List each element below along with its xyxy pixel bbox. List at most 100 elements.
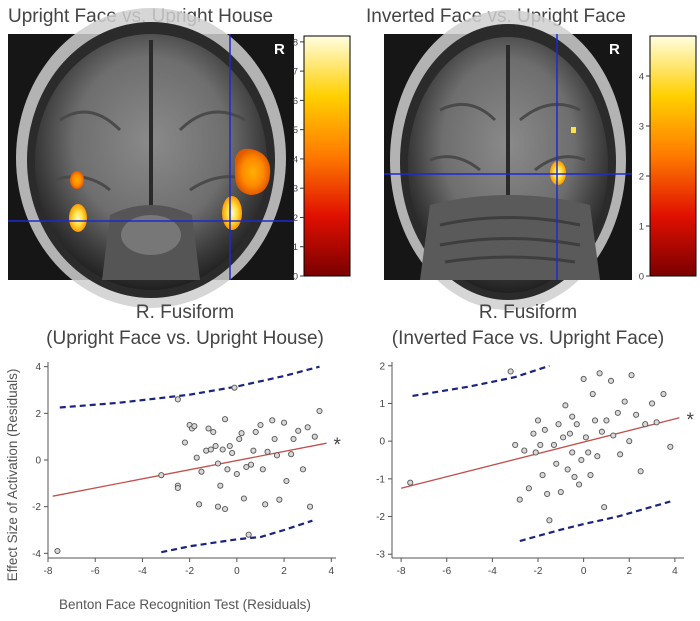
y-tick-label: 2 [35,409,41,420]
colorbar-inverted: 0 1 2 3 4 [639,35,697,283]
right-hemisphere-label-2: R [609,41,620,58]
data-point [233,470,240,478]
data-point [573,421,580,428]
data-point [607,377,615,384]
scatter1-ylabel: Effect Size of Activation (Residuals) [5,369,20,582]
colorbar1-tick-label: 6 [293,96,298,107]
ci-upper-line [412,364,550,397]
data-point [247,461,255,468]
x-tick-label: 0 [581,566,587,577]
data-point [212,442,219,450]
scatter-inverted-vs-upright-face: R. Fusiform (Inverted Face vs. Upright F… [376,302,694,577]
data-point [576,481,583,488]
colorbar2-tick-label: 3 [639,122,644,133]
right-hemisphere-label: R [274,41,285,58]
x-tick-label: -2 [185,566,194,577]
data-point [245,531,252,538]
colorbar1-tick-label: 0 [293,272,298,283]
data-point [626,438,633,445]
scatter2-title-line2: (Inverted Face vs. Upright Face) [392,328,664,349]
x-tick-label: -4 [138,566,147,577]
x-tick-label: -4 [488,566,497,577]
colorbar1-tick-label: 1 [293,242,298,253]
scatter-upright-face-vs-house: R. Fusiform (Upright Face vs. Upright Ho… [5,302,342,612]
y-tick-label: -2 [376,512,385,523]
data-point [585,449,592,456]
data-point [569,413,576,420]
colorbar2-tick-label: 4 [639,72,644,83]
data-point [532,449,539,456]
data-point [198,468,205,475]
regression-line [400,417,680,489]
data-point [243,463,250,471]
data-point [578,456,585,464]
data-point [54,547,61,555]
data-point [252,428,259,436]
data-point [571,473,578,481]
data-point [299,466,307,473]
data-point [271,435,278,443]
y-tick-label: -3 [376,550,385,561]
data-point [587,472,594,479]
data-point [238,430,245,437]
ci-upper-line [59,365,320,409]
y-tick-label: 4 [35,362,41,373]
significance-marker: * [686,410,694,431]
data-point [653,419,660,426]
data-point [557,488,564,496]
data-point [269,417,276,424]
data-point [217,482,224,489]
data-point [621,398,628,405]
data-point [553,460,560,467]
data-point [541,426,548,433]
y-tick-label: 1 [379,399,385,410]
data-point [250,447,257,454]
data-point [316,407,323,415]
data-point [231,384,238,391]
data-point [240,495,247,502]
data-point [191,423,198,430]
colorbar2-tick-label: 0 [639,272,644,283]
data-point [306,503,314,510]
data-point [229,449,236,457]
colorbar2-tick-label: 1 [639,222,644,233]
data-point [236,435,243,443]
ci-lower-line [161,519,313,554]
x-tick-label: 2 [281,566,287,577]
data-point [537,441,544,448]
data-point [512,441,519,448]
data-point [295,427,302,434]
data-point [288,451,295,458]
data-point [224,466,231,473]
data-point [569,449,576,456]
y-tick-label: 0 [35,456,41,467]
data-point [226,442,233,450]
data-point [667,443,674,450]
ci-lower-line [519,500,671,543]
data-point [521,447,528,454]
colorbar1-tick-label: 5 [293,125,298,136]
data-point [507,368,514,375]
y-tick-label: -4 [32,549,41,560]
scatter1-title-line2: (Upright Face vs. Upright House) [46,328,324,349]
significance-marker: * [334,435,342,456]
data-point [205,425,212,432]
data-point [276,496,283,503]
data-point [530,430,537,437]
data-point [221,505,229,513]
brain-image-inverted: R [384,10,632,310]
data-point [257,421,264,429]
data-point [174,484,181,492]
x-tick-label: 2 [626,566,632,577]
x-tick-label: -2 [534,566,543,577]
data-point [642,421,649,428]
data-point [594,453,601,460]
data-point [628,372,635,379]
data-point [560,434,567,441]
data-point [290,435,297,443]
scatter2-title-line1: R. Fusiform [479,302,577,323]
data-point [281,419,288,426]
data-point [207,446,214,453]
data-point [660,390,667,398]
data-point [544,490,551,497]
